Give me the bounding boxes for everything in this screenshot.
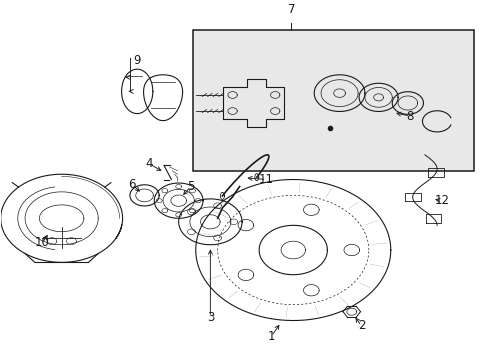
Text: 4: 4	[145, 157, 153, 170]
Text: 12: 12	[434, 194, 448, 207]
Text: 6: 6	[128, 178, 136, 191]
Text: 11: 11	[259, 173, 273, 186]
Text: 5: 5	[187, 180, 194, 193]
Bar	[193, 30, 473, 171]
Text: 7: 7	[287, 3, 295, 15]
Text: 9: 9	[133, 54, 141, 67]
Text: 3: 3	[206, 311, 214, 324]
Text: 2: 2	[357, 319, 365, 332]
Text: 8: 8	[406, 109, 413, 122]
Text: 10: 10	[35, 237, 49, 249]
Text: 1: 1	[267, 330, 275, 343]
